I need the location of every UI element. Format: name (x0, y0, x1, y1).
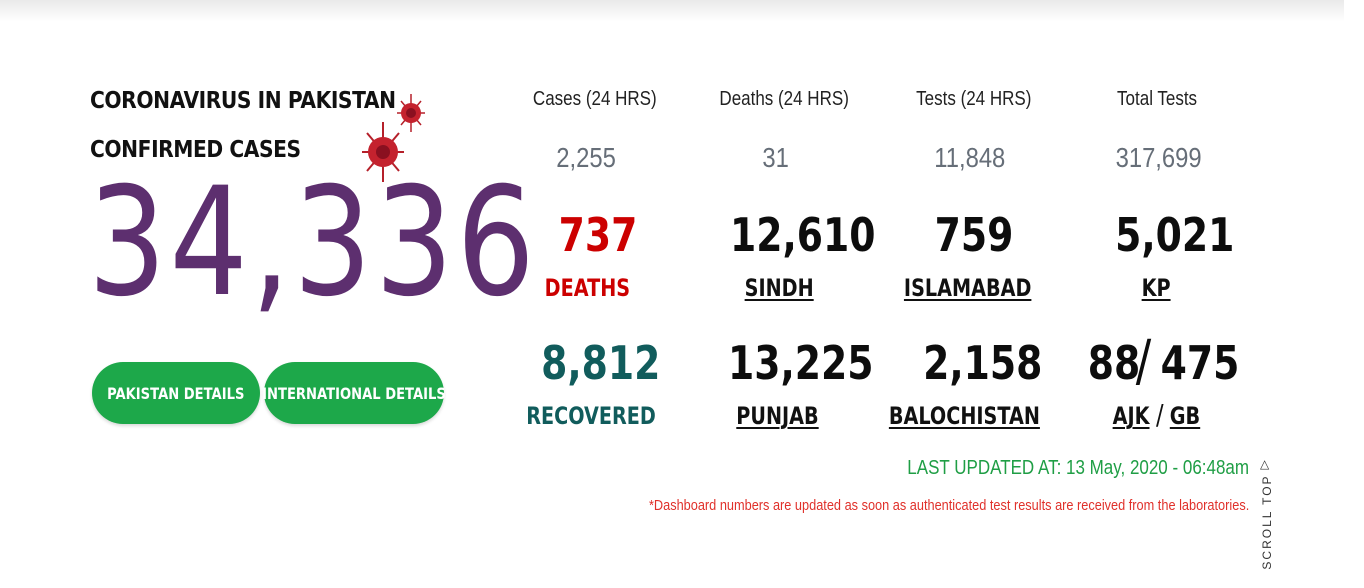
deaths-total: 737 (558, 208, 638, 262)
balochistan-link[interactable]: BALOCHISTAN (888, 402, 1040, 430)
tests-24h-label: Tests (24 HRS) (916, 88, 1032, 110)
ajk-gb-separator: / (1135, 329, 1152, 394)
kp-total: 5,021 (1115, 208, 1235, 262)
last-updated: LAST UPDATED AT: 13 May, 2020 - 06:48am (907, 457, 1249, 479)
scroll-top-label: SCROLL TOP (1260, 474, 1274, 570)
dashboard-note: *Dashboard numbers are updated as soon a… (648, 497, 1249, 514)
deaths-24h-label: Deaths (24 HRS) (719, 88, 849, 110)
international-details-label: INTERNATIONAL DETAILS (262, 383, 446, 403)
deaths-label: DEATHS (544, 274, 631, 302)
hero-title-line2: CONFIRMED CASES (90, 137, 301, 163)
punjab-total: 13,225 (727, 336, 874, 390)
tests-24h-value: 11,848 (934, 142, 1006, 173)
punjab-link[interactable]: PUNJAB (736, 402, 819, 430)
recovered-label: RECOVERED (526, 402, 656, 430)
ajk-total: 88 (1087, 336, 1141, 390)
deaths-24h-value: 31 (762, 142, 789, 173)
islamabad-total: 759 (934, 208, 1014, 262)
recovered-total: 8,812 (541, 336, 661, 390)
balochistan-total: 2,158 (923, 336, 1043, 390)
cases-24h-value: 2,255 (556, 142, 616, 173)
header-shadow (0, 0, 1344, 22)
islamabad-link[interactable]: ISLAMABAD (903, 274, 1032, 302)
coronavirus-icon (397, 94, 425, 132)
coronavirus-icon (362, 122, 404, 182)
total-tests-label: Total Tests (1117, 88, 1198, 110)
cases-24h-label: Cases (24 HRS) (532, 88, 657, 110)
confirmed-cases-total: 34,336 (88, 156, 539, 330)
scroll-top-button[interactable]: △ SCROLL TOP (1257, 455, 1275, 570)
kp-link[interactable]: KP (1141, 274, 1171, 302)
chevron-up-icon: △ (1260, 457, 1270, 471)
total-tests-value: 317,699 (1115, 142, 1202, 173)
pakistan-details-button[interactable]: PAKISTAN DETAILS (92, 362, 260, 424)
hero-title-line1: CORONAVIRUS IN PAKISTAN (90, 88, 396, 114)
pakistan-details-label: PAKISTAN DETAILS (107, 383, 245, 403)
sindh-link[interactable]: SINDH (744, 274, 814, 302)
ajk-link[interactable]: AJK (1112, 402, 1150, 430)
ajk-gb-label-separator: / (1155, 398, 1164, 431)
sindh-total: 12,610 (729, 208, 876, 262)
gb-total: 475 (1160, 336, 1240, 390)
gb-link[interactable]: GB (1169, 402, 1201, 430)
international-details-button[interactable]: INTERNATIONAL DETAILS (262, 362, 446, 424)
